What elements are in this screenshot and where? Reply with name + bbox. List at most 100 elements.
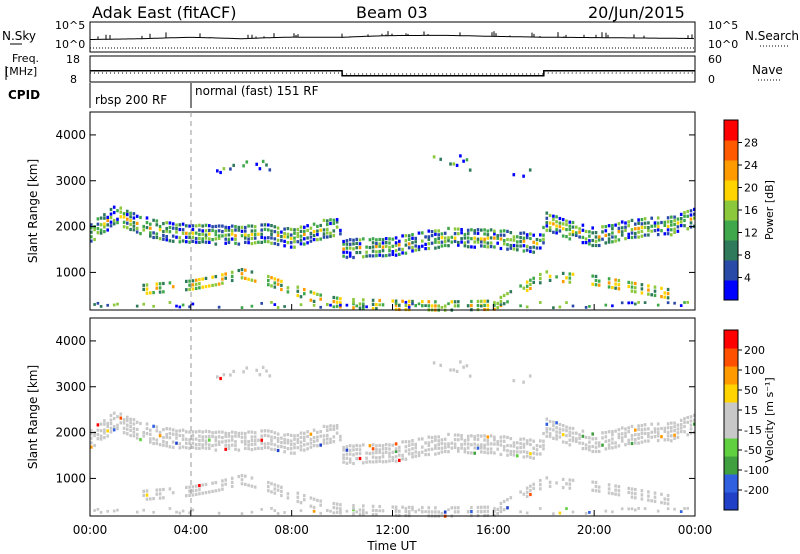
power-cell-395: [316, 233, 319, 237]
power-cell-921: [617, 226, 621, 230]
power-cell-194: [208, 240, 211, 244]
power-colorbar-tick-label-3: 16: [744, 204, 758, 217]
velocity-cell-920: [617, 436, 621, 440]
velocity-cell-110: [162, 487, 165, 492]
power-cell-162: [191, 283, 195, 287]
velocity-cell-975: [643, 423, 647, 427]
power-cell-58: [129, 215, 132, 219]
power-cell-3: [90, 226, 93, 230]
velocity-cell-274: [250, 435, 254, 439]
power-ytick-label-0: 1000: [55, 265, 86, 279]
power-cell-687: [480, 304, 483, 308]
velocity-cell-905: [607, 483, 611, 487]
power-cell-484: [368, 254, 372, 258]
velocity-cell-962: [637, 424, 640, 428]
power-cell-321: [276, 238, 280, 242]
velocity-cell-457: [352, 448, 355, 452]
power-cell-683: [480, 237, 483, 241]
power-cell-990: [653, 221, 657, 225]
velocity-cell-702: [486, 509, 490, 513]
velocity-cell-219: [221, 436, 224, 440]
power-cell-467: [355, 304, 358, 308]
power-cell-596: [430, 241, 434, 245]
velocity-cell-1078: [522, 380, 525, 384]
power-cell-327: [276, 306, 280, 309]
velocity-cell-869: [588, 445, 591, 449]
power-cell-178: [198, 282, 201, 286]
power-cell-488: [371, 249, 375, 253]
velocity-cell-505: [378, 448, 381, 452]
velocity-cell-223: [221, 479, 224, 483]
velocity-cell-365: [299, 440, 303, 444]
velocity-cell-688: [483, 450, 486, 454]
power-cell-974: [643, 221, 647, 225]
velocity-cell-719: [496, 507, 499, 511]
power-cell-697: [486, 241, 490, 245]
velocity-cell-637: [453, 442, 457, 446]
velocity-cell-676: [476, 437, 480, 441]
velocity-cell-423: [332, 424, 336, 428]
power-cell-189: [204, 233, 208, 237]
velocity-cell-814: [552, 424, 555, 428]
power-cell-65: [135, 230, 139, 234]
power-cell-542: [398, 307, 401, 311]
power-cell-960: [637, 226, 640, 230]
velocity-cell-577: [417, 437, 421, 441]
velocity-cell-573: [414, 442, 417, 446]
velocity-cell-190: [204, 435, 208, 439]
velocity-cell-47: [122, 426, 126, 430]
velocity-cell-1019: [670, 434, 673, 438]
velocity-cell-338: [283, 433, 286, 437]
velocity-cell-227: [224, 434, 227, 438]
velocity-cell-568: [411, 505, 414, 509]
power-cell-163: [191, 279, 195, 283]
power-cell-890: [597, 279, 601, 283]
power-cell-135: [178, 223, 182, 227]
velocity-cell-658: [466, 442, 470, 446]
power-cell-730: [502, 233, 506, 237]
velocity-cell-845: [568, 486, 572, 490]
power-cell-32: [109, 212, 113, 216]
power-cell-1062: [245, 160, 249, 164]
power-cell-68: [135, 214, 139, 218]
velocity-cell-357: [296, 440, 300, 445]
power-cell-169: [194, 286, 198, 290]
velocity-cell-1074: [462, 365, 465, 369]
velocity-cell-679: [476, 509, 480, 514]
power-cell-291: [260, 223, 263, 227]
power-cell-1073: [459, 154, 462, 158]
power-cell-968: [640, 218, 644, 222]
velocity-cell-770: [525, 490, 529, 494]
power-cell-248: [237, 242, 241, 246]
velocity-cell-388: [312, 439, 316, 444]
velocity-cell-855: [575, 437, 578, 441]
velocity-colorbar-tick-label-3: 15: [744, 404, 758, 417]
power-cell-392: [312, 291, 316, 295]
power-cell-34: [112, 222, 116, 226]
velocity-cell-66: [135, 432, 139, 436]
velocity-cell-13: [96, 507, 100, 511]
velocity-cell-255: [240, 482, 244, 486]
velocity-cell-385: [309, 504, 313, 508]
velocity-cell-44: [119, 416, 123, 420]
power-cell-36: [112, 211, 116, 215]
power-cell-1057: [219, 170, 222, 175]
velocity-cell-1005: [663, 429, 667, 433]
velocity-cell-21: [103, 428, 106, 432]
power-cell-233: [227, 233, 231, 237]
velocity-cell-774: [529, 452, 532, 456]
velocity-cell-999: [656, 509, 660, 513]
velocity-cell-362: [296, 491, 300, 495]
power-cell-686: [480, 299, 483, 303]
power-cell-918: [614, 278, 617, 282]
velocity-cell-586: [424, 441, 427, 445]
power-cell-847: [568, 272, 572, 276]
velocity-cell-278: [250, 510, 254, 514]
power-cell-718: [496, 305, 499, 310]
power-cell-999: [656, 303, 660, 307]
power-cell-971: [640, 283, 644, 287]
velocity-cell-93: [155, 441, 159, 446]
velocity-cell-437: [339, 503, 342, 507]
velocity-cell-781: [532, 451, 535, 455]
